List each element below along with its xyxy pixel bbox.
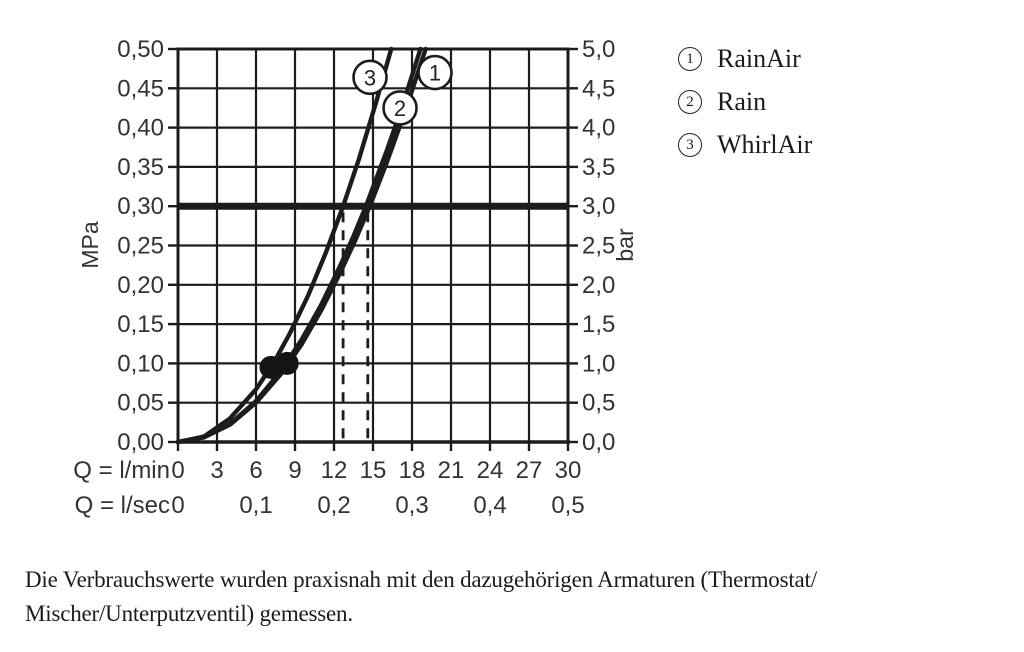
legend-circle-2: 2 bbox=[678, 90, 702, 114]
y-axis-unit-bar: bar bbox=[612, 228, 638, 262]
flow-marker-dot bbox=[275, 351, 299, 375]
y-tick-label-right: 2,0 bbox=[582, 272, 615, 299]
curve-label-circle-1 bbox=[417, 54, 453, 91]
x-tick-label-lmin: 6 bbox=[249, 457, 262, 484]
y-tick-label-right: 5,0 bbox=[582, 36, 615, 63]
x-tick-label-lsec: 0,1 bbox=[239, 492, 272, 519]
y-tick-label-left: 0,00 bbox=[117, 429, 164, 456]
y-tick-label-right: 2,5 bbox=[582, 233, 615, 260]
x-tick-label-lmin: 15 bbox=[360, 457, 387, 484]
legend-item-whirlair: 3 WhirlAir bbox=[678, 132, 812, 158]
y-tick-label-left: 0,05 bbox=[117, 390, 164, 417]
x-tick-label-lsec: 0,2 bbox=[317, 492, 350, 519]
y-tick-label-left: 0,15 bbox=[117, 311, 164, 338]
y-tick-label-right: 4,0 bbox=[582, 115, 615, 142]
y-tick-label-right: 4,5 bbox=[582, 75, 615, 102]
x-tick-label-lsec: 0,3 bbox=[395, 492, 428, 519]
x-axis-name-lmin: Q = l/min bbox=[73, 457, 170, 484]
x-axis-name-lsec: Q = l/sec bbox=[75, 492, 170, 519]
y-tick-label-left: 0,45 bbox=[117, 75, 164, 102]
legend-item-rainair: 1 RainAir bbox=[678, 46, 812, 72]
x-tick-label-lmin: 12 bbox=[321, 457, 348, 484]
y-tick-label-left: 0,20 bbox=[117, 272, 164, 299]
y-tick-label-right: 3,0 bbox=[582, 193, 615, 220]
y-tick-label-left: 0,25 bbox=[117, 233, 164, 260]
legend-label: Rain bbox=[717, 87, 767, 116]
y-tick-label-left: 0,30 bbox=[117, 193, 164, 220]
curve-label-circle-2 bbox=[382, 90, 418, 126]
x-tick-label-lmin: 21 bbox=[438, 457, 465, 484]
x-tick-label-lmin: 0 bbox=[171, 457, 184, 484]
x-tick-label-lsec: 0,5 bbox=[551, 492, 584, 519]
x-tick-label-lmin: 24 bbox=[477, 457, 504, 484]
x-tick-label-lmin: 9 bbox=[288, 457, 301, 484]
footnote-line-1: Die Verbrauchswerte wurden praxisnah mit… bbox=[25, 567, 817, 592]
curve-label-number-2: 2 bbox=[394, 96, 406, 121]
legend: 1 RainAir 2 Rain 3 WhirlAir bbox=[678, 46, 812, 158]
legend-number: 1 bbox=[686, 50, 694, 67]
curve-label-number-1: 1 bbox=[429, 61, 441, 86]
x-tick-label-lmin: 30 bbox=[555, 457, 582, 484]
x-tick-label-lsec: 0 bbox=[171, 492, 184, 519]
y-tick-label-right: 0,5 bbox=[582, 390, 615, 417]
footnote: Die Verbrauchswerte wurden praxisnah mit… bbox=[25, 563, 985, 631]
legend-number: 3 bbox=[686, 136, 694, 153]
x-tick-label-lmin: 3 bbox=[210, 457, 223, 484]
y-tick-label-right: 3,5 bbox=[582, 154, 615, 181]
y-tick-label-left: 0,50 bbox=[117, 36, 164, 63]
curve-label-number-3: 3 bbox=[364, 65, 376, 90]
legend-label: WhirlAir bbox=[717, 130, 813, 159]
legend-circle-1: 1 bbox=[678, 47, 702, 71]
curve-label-circle-3 bbox=[352, 59, 388, 96]
legend-label: RainAir bbox=[717, 44, 801, 73]
y-tick-label-left: 0,35 bbox=[117, 154, 164, 181]
x-tick-label-lmin: 27 bbox=[516, 457, 543, 484]
legend-circle-3: 3 bbox=[678, 133, 702, 157]
y-tick-label-left: 0,40 bbox=[117, 115, 164, 142]
legend-number: 2 bbox=[686, 93, 694, 110]
legend-item-rain: 2 Rain bbox=[678, 89, 812, 115]
y-tick-label-right: 0,0 bbox=[582, 429, 615, 456]
x-tick-label-lmin: 18 bbox=[399, 457, 426, 484]
footnote-line-2: Mischer/Unterputzventil) gemessen. bbox=[25, 601, 353, 626]
y-tick-label-left: 0,10 bbox=[117, 350, 164, 377]
x-tick-label-lsec: 0,4 bbox=[473, 492, 506, 519]
y-axis-unit-mpa: MPa bbox=[77, 221, 103, 269]
y-tick-label-right: 1,0 bbox=[582, 350, 615, 377]
curve-whirlair bbox=[175, 46, 394, 445]
y-tick-label-right: 1,5 bbox=[582, 311, 615, 338]
